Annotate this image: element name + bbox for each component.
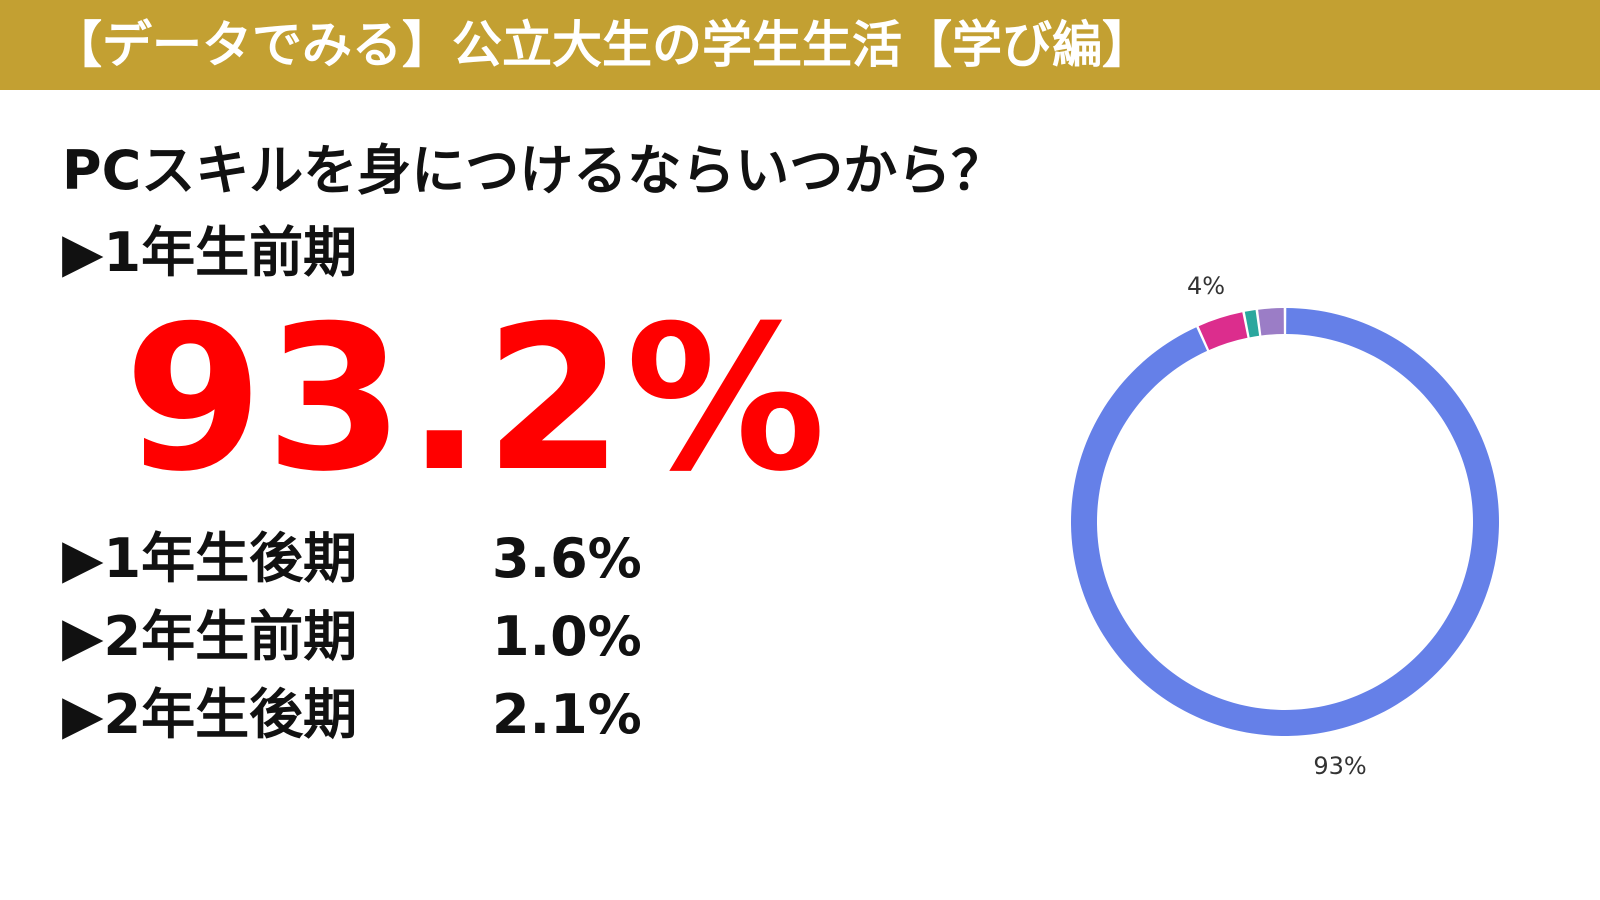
question-heading: PCスキルを身につけるならいつから？ — [62, 139, 1006, 202]
donut-slice-1 — [1071, 308, 1499, 736]
donut-data-label: 4% — [1187, 272, 1225, 300]
answer-row-label: ▶2年生後期 — [62, 683, 358, 746]
donut-slice-3 — [1244, 310, 1260, 338]
donut-data-label: 93% — [1313, 752, 1366, 780]
header-title: 【データでみる】公立大生の学生生活【学び編】 — [52, 16, 1152, 74]
answer-row-value: 3.6% — [492, 527, 642, 590]
answer-row: ▶2年生前期 1.0% — [62, 602, 642, 672]
answer-row-value: 2.1% — [492, 683, 642, 746]
answer-row-label: ▶2年生前期 — [62, 605, 358, 668]
answer-row-label: ▶1年生後期 — [62, 527, 358, 590]
answer-row: ▶2年生後期 2.1% — [62, 680, 642, 750]
top-answer-value: 93.2% — [124, 283, 828, 516]
donut-slice-4 — [1258, 308, 1284, 336]
answer-row-value: 1.0% — [492, 605, 642, 668]
answer-row: ▶1年生後期 3.6% — [62, 524, 642, 594]
donut-slice-2 — [1198, 312, 1248, 350]
donut-chart: 93% 4% — [1000, 250, 1600, 850]
top-answer-label: ▶1年生前期 — [62, 221, 358, 284]
header-banner: 【データでみる】公立大生の学生生活【学び編】 — [0, 0, 1600, 90]
donut-chart-svg: 93% 4% — [1071, 272, 1499, 780]
